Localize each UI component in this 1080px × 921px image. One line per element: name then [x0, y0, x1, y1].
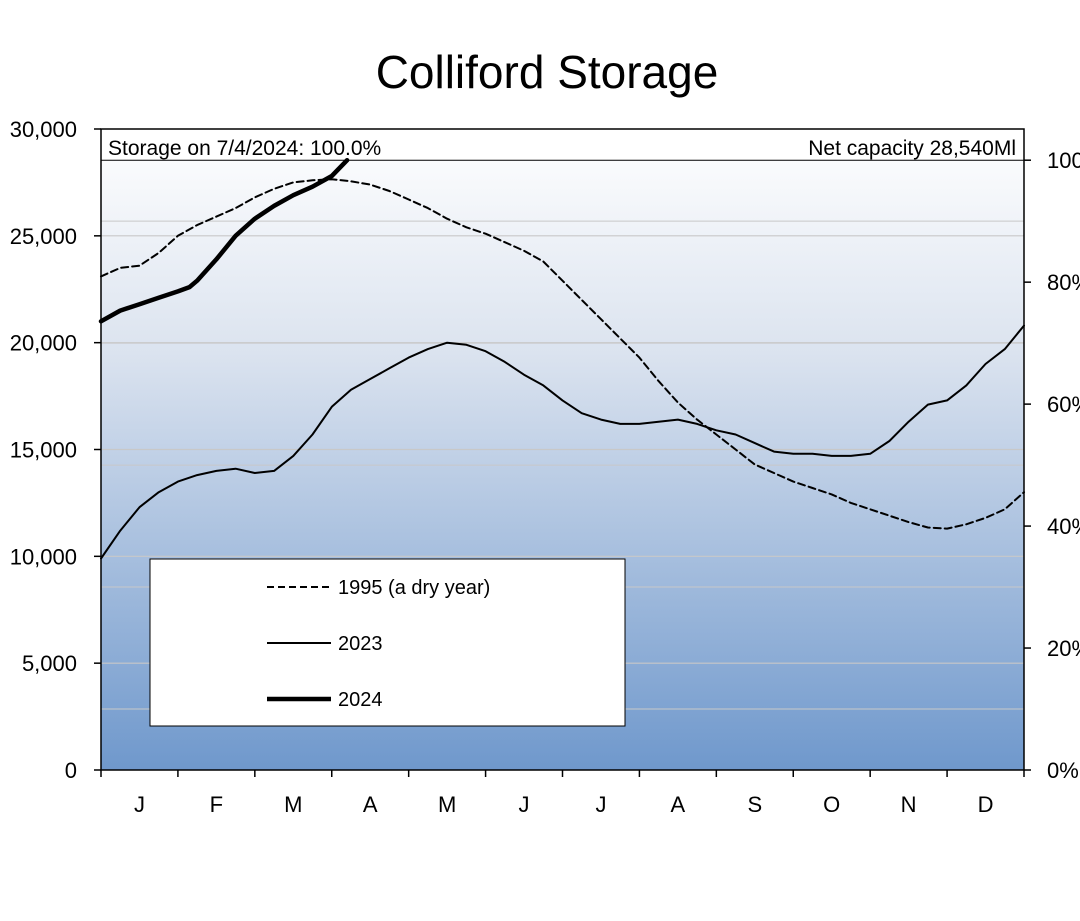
legend-label: 1995 (a dry year) — [338, 577, 490, 599]
gridlines — [101, 220, 1024, 710]
storage-note: Storage on 7/4/2024: 100.0% — [108, 137, 381, 160]
series-line-1 — [100, 178, 1025, 530]
legend-entries: 1995 (a dry year) 2023 2024 — [267, 577, 490, 711]
legend: 1995 (a dry year) 2023 2024 — [149, 558, 626, 727]
y2-tick-label: 60% — [1047, 392, 1080, 417]
y-axis-left: 0 5,000 10,000 15,000 20,000 25,000 30,000 — [10, 117, 101, 783]
y2-tick-label: 100% — [1047, 148, 1080, 173]
legend-label: 2024 — [338, 689, 383, 711]
series-line-3 — [98, 157, 350, 324]
y-tick-label: 30,000 — [10, 117, 77, 142]
y-tick-label: 0 — [65, 758, 77, 783]
x-tick-label: S — [747, 792, 762, 817]
y-tick-label: 25,000 — [10, 224, 77, 249]
y2-tick-label: 40% — [1047, 514, 1080, 539]
series-lines — [98, 157, 1025, 560]
y2-tick-label: 0% — [1047, 758, 1079, 783]
y-tick-label: 15,000 — [10, 438, 77, 463]
legend-box — [149, 558, 626, 727]
x-tick-label: D — [978, 792, 994, 817]
chart-title: Colliford Storage — [376, 46, 719, 98]
x-tick-label: N — [901, 792, 917, 817]
x-tick-label: J — [134, 792, 145, 817]
x-tick-label: M — [284, 792, 302, 817]
x-tick-label: F — [210, 792, 223, 817]
y-tick-label: 20,000 — [10, 331, 77, 356]
x-tick-label: A — [363, 792, 378, 817]
y2-tick-label: 20% — [1047, 636, 1080, 661]
y-tick-label: 10,000 — [10, 544, 77, 569]
header-band — [101, 129, 1024, 161]
x-tick-label: J — [519, 792, 530, 817]
x-tick-label: M — [438, 792, 456, 817]
series-line-2 — [100, 324, 1025, 560]
y-axis-right: 0% 20% 40% 60% 80% 100% — [1024, 148, 1080, 783]
capacity-note: Net capacity 28,540Ml — [808, 137, 1016, 160]
y2-tick-label: 80% — [1047, 270, 1080, 295]
x-tick-label: A — [671, 792, 686, 817]
x-tick-label: J — [595, 792, 606, 817]
legend-label: 2023 — [338, 633, 383, 655]
y-tick-label: 5,000 — [22, 651, 77, 676]
x-tick-label: O — [823, 792, 840, 817]
